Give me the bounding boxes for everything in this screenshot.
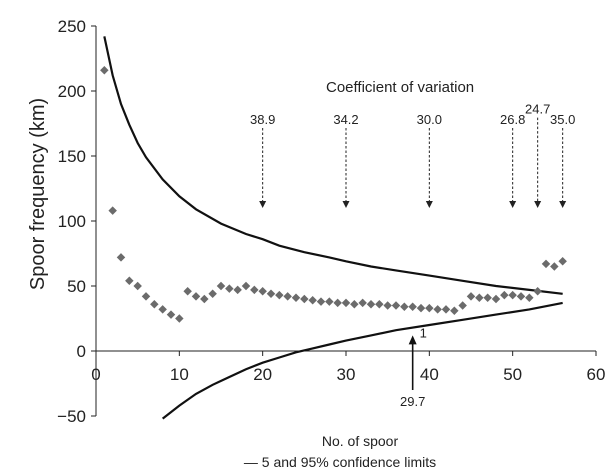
cv-label: 35.0 — [550, 112, 575, 127]
cv-arrow-head — [425, 201, 433, 208]
data-point — [141, 292, 151, 301]
data-point — [400, 302, 409, 312]
data-point — [158, 305, 167, 314]
data-point — [291, 293, 301, 302]
data-point — [308, 296, 317, 305]
data-point — [416, 303, 426, 313]
bottom-arrow-head — [408, 335, 417, 345]
x-tick-label: 60 — [587, 365, 606, 384]
data-point — [216, 281, 226, 291]
cv-arrow-head — [559, 201, 567, 208]
cv-label: 24.7 — [525, 102, 550, 117]
data-point — [375, 299, 384, 309]
data-point — [408, 302, 417, 312]
data-point — [258, 286, 267, 296]
data-point — [383, 301, 392, 310]
cv-heading: Coefficient of variation — [326, 79, 474, 96]
data-point — [433, 305, 442, 314]
data-point — [266, 289, 276, 299]
x-tick-label: 30 — [337, 365, 356, 384]
y-axis-label: Spoor frequency (km) — [27, 98, 49, 290]
y-tick-label: −50 — [57, 407, 86, 426]
lower-limit-curve — [161, 301, 563, 420]
data-point — [116, 253, 126, 262]
y-tick-label: 200 — [58, 82, 86, 101]
cv-label: 34.2 — [333, 112, 358, 127]
data-point — [550, 262, 559, 271]
data-point — [225, 284, 234, 293]
data-point — [250, 285, 259, 295]
x-axis-label: No. of spoor — [322, 433, 399, 449]
data-point — [300, 294, 309, 304]
cv-label: 26.8 — [500, 112, 525, 127]
data-point — [108, 206, 117, 215]
data-point — [483, 293, 492, 302]
legend-text: — 5 and 95% confidence limits — [244, 454, 436, 470]
data-point — [333, 298, 342, 308]
data-point — [391, 301, 401, 310]
data-point — [558, 257, 567, 266]
data-point — [475, 293, 484, 302]
data-point — [100, 65, 109, 75]
data-point — [316, 297, 326, 306]
data-points — [100, 65, 567, 323]
data-point — [341, 298, 351, 308]
data-point — [350, 299, 359, 309]
data-point — [175, 314, 184, 323]
data-point — [516, 292, 526, 301]
x-tick-label: 50 — [503, 365, 522, 384]
cv-arrow-head — [259, 201, 267, 208]
x-tick-label: 40 — [420, 365, 439, 384]
data-point — [425, 303, 434, 313]
data-point — [241, 281, 251, 291]
confidence-curves — [103, 36, 563, 420]
cv-arrow-head — [534, 201, 542, 208]
x-tick-label: 0 — [91, 365, 100, 384]
data-point — [458, 301, 467, 310]
y-tick-label: 150 — [58, 147, 86, 166]
cv-arrow-head — [509, 201, 517, 208]
cv-arrow-head — [342, 201, 350, 208]
data-point — [441, 305, 451, 314]
data-point — [533, 286, 542, 296]
data-point — [191, 292, 201, 301]
cv-label: 38.9 — [250, 112, 275, 127]
data-point — [283, 292, 292, 301]
data-point — [358, 298, 367, 308]
data-point — [133, 281, 142, 291]
upper-limit-curve — [103, 36, 563, 295]
x-tick-label: 20 — [253, 365, 272, 384]
data-point — [325, 297, 334, 306]
data-point — [450, 306, 459, 315]
data-point — [275, 290, 284, 300]
data-point — [233, 285, 242, 295]
y-tick-label: 100 — [58, 212, 86, 231]
data-point — [466, 292, 476, 301]
bottom-arrow-label: 29.7 — [400, 394, 425, 409]
bottom-arrow-marker: 1 — [420, 325, 427, 340]
y-tick-label: 50 — [67, 277, 86, 296]
data-point — [541, 259, 551, 269]
y-tick-label: 250 — [58, 17, 86, 36]
annotations: 38.9 34.2 30.0 26.824.735.0 29.7 1 — [250, 102, 575, 409]
data-point — [366, 299, 376, 309]
data-point — [525, 293, 534, 302]
data-point — [125, 276, 134, 286]
axes-layer: −50 0 50 100 150 200 250 0 10 20 30 40 50 60 — [57, 17, 605, 426]
data-point — [183, 286, 192, 296]
cv-label: 30.0 — [417, 112, 442, 127]
data-point — [500, 290, 509, 300]
y-tick-label: 0 — [77, 342, 86, 361]
data-point — [491, 294, 501, 304]
data-point — [508, 290, 517, 300]
data-point — [208, 289, 217, 299]
data-point — [200, 294, 209, 304]
x-tick-label: 10 — [170, 365, 189, 384]
data-point — [150, 299, 159, 309]
data-point — [166, 310, 176, 319]
